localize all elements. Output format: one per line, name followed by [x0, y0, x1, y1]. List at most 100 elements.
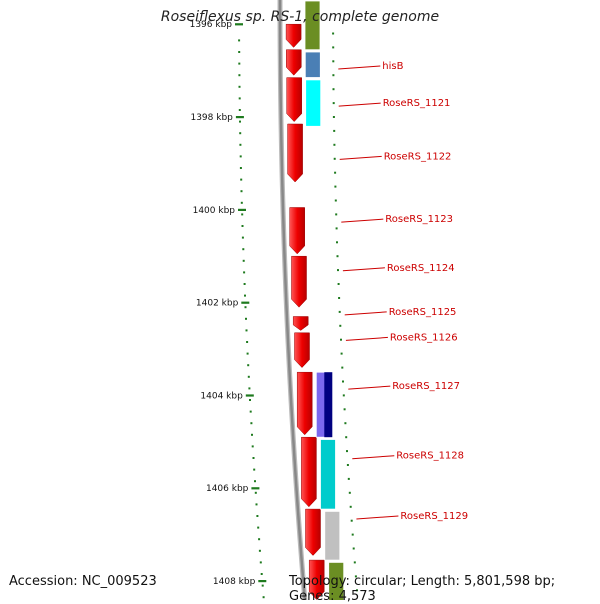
scale-dot-right: [333, 129, 336, 132]
cds-arrow: [289, 207, 305, 255]
scale-dot: [244, 306, 247, 309]
gene-label-leader: [356, 515, 399, 520]
scale-major-tick: [251, 487, 260, 490]
scale-dot: [256, 515, 259, 517]
gene-label: RoseRS_1129: [400, 511, 468, 522]
backbone-layer: [277, 0, 308, 600]
scale-dot-right: [339, 324, 342, 327]
scale-dot: [241, 236, 244, 239]
scale-dot: [238, 85, 241, 88]
feature-block: [328, 562, 345, 600]
scale-dot-right: [340, 352, 343, 355]
scale-dot-right: [338, 297, 341, 299]
scale-dot: [243, 283, 246, 285]
scale-dot-right: [353, 561, 356, 564]
gene-label: RoseRS_1121: [383, 98, 451, 109]
gene-label-leader: [338, 102, 381, 107]
feature-block: [324, 510, 341, 561]
feature-block-inner: [324, 372, 333, 438]
scale-tick-label: 1404 kbp: [200, 391, 243, 401]
scale-dot: [252, 457, 255, 459]
gene-label: RoseRS_1128: [396, 451, 464, 462]
scale-dot: [254, 491, 257, 494]
scale-dot: [238, 97, 241, 100]
scale-dot: [251, 433, 253, 436]
scale-tick-label: 1400 kbp: [193, 206, 236, 216]
scale-dot: [253, 468, 256, 471]
gene-label: RoseRS_1127: [392, 381, 460, 392]
cds-arrow: [286, 77, 302, 122]
scale-dot-right: [332, 60, 335, 63]
scale-dot: [259, 561, 262, 564]
gene-label-leader: [348, 385, 391, 390]
gene-label: RoseRS_1122: [384, 151, 452, 162]
scale-dot-right: [332, 116, 335, 118]
scale-dot: [254, 480, 256, 483]
scale-dot: [238, 74, 241, 77]
feature-track: [304, 0, 345, 600]
gene-label: RoseRS_1123: [385, 214, 453, 225]
scale-dot: [239, 132, 242, 135]
gene-label-layer: hisB RoseRS_1121 RoseRS_1122 RoseRS_1123 Ros…: [338, 61, 468, 522]
scale-dot: [258, 549, 261, 552]
cds-arrow: [308, 559, 325, 600]
scale-dot-right: [332, 88, 335, 91]
scale-tick-label: 1406 kbp: [206, 484, 249, 494]
scale-dot: [242, 259, 245, 262]
scale-dot-right: [350, 519, 353, 522]
scale-dot: [261, 584, 264, 587]
scale-dot: [242, 248, 245, 251]
scale-dot: [247, 375, 250, 378]
scale-dot: [257, 526, 260, 529]
cds-arrow: [305, 508, 321, 556]
scale-dot: [238, 62, 241, 65]
scale-dot: [247, 364, 250, 367]
scale-dot-right: [332, 102, 335, 105]
gene-label-leader: [339, 155, 382, 160]
feature-block: [304, 0, 321, 51]
scale-major-tick: [235, 116, 244, 119]
gene-label-leader: [352, 455, 395, 460]
scale-dot-right: [346, 464, 349, 466]
scale-tick-label: 1396 kbp: [190, 20, 233, 30]
scale-dot: [238, 109, 241, 111]
scale-dot-right: [347, 477, 350, 480]
scale-major-tick: [245, 394, 254, 397]
scale-dot: [245, 329, 248, 332]
scale-dot: [258, 538, 261, 541]
scale-dot-right: [356, 589, 358, 592]
scale-dot-right: [332, 32, 335, 35]
scale-dot: [245, 317, 247, 320]
scale-dot-right: [334, 171, 337, 174]
scale-dot: [241, 213, 244, 216]
scale-dot: [240, 201, 243, 204]
cds-arrow: [286, 49, 302, 76]
gene-label-leader: [341, 218, 384, 223]
backbone-line: [278, 0, 307, 600]
scale-major-tick: [235, 23, 243, 26]
cds-track: [285, 23, 325, 600]
scale-dot-right: [333, 143, 336, 146]
scale-dot-right: [352, 547, 355, 550]
cds-arrow: [301, 436, 317, 508]
cds-arrow: [287, 123, 303, 183]
gene-label-leader: [342, 267, 385, 272]
cds-arrow: [285, 23, 302, 48]
scale-dot: [239, 155, 242, 158]
gene-label: RoseRS_1125: [389, 307, 457, 318]
scale-dot-right: [332, 46, 335, 49]
scale-dot-right: [351, 533, 354, 536]
scale-dot-right: [334, 185, 337, 188]
scale-dot: [255, 503, 258, 506]
scale-dot-right: [337, 283, 340, 285]
scale-dot-right: [346, 450, 348, 453]
scale-dot: [246, 341, 249, 343]
scale-major-tick: [238, 208, 246, 211]
scale-dot: [241, 225, 244, 227]
scale-dot: [249, 399, 251, 401]
scale-dot-right: [335, 213, 338, 216]
scale-dot: [249, 410, 252, 413]
scale-dot-right: [336, 241, 338, 244]
cds-arrow: [291, 255, 307, 308]
scale-dot: [251, 445, 254, 448]
